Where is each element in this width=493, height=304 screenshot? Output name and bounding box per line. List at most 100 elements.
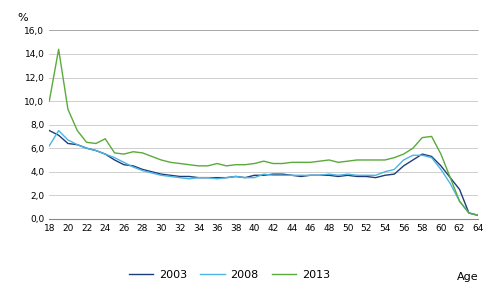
2003 — [345, 174, 351, 177]
2013 — [354, 158, 360, 162]
2003 — [401, 164, 407, 168]
2003 — [457, 188, 462, 191]
Line: 2003: 2003 — [49, 130, 478, 215]
2013 — [46, 99, 52, 103]
2013 — [177, 162, 183, 165]
2003 — [391, 172, 397, 176]
2003 — [317, 174, 322, 177]
2008 — [261, 172, 267, 176]
2008 — [65, 138, 71, 142]
2003 — [196, 176, 202, 179]
2008 — [84, 147, 90, 150]
2013 — [326, 158, 332, 162]
2003 — [233, 174, 239, 178]
2008 — [251, 176, 257, 179]
2003 — [466, 211, 472, 215]
2008 — [326, 172, 332, 176]
2013 — [158, 158, 164, 162]
2013 — [140, 151, 145, 155]
2008 — [130, 165, 136, 169]
2003 — [373, 176, 379, 179]
2013 — [308, 161, 314, 164]
2013 — [345, 159, 351, 163]
2003 — [326, 174, 332, 177]
2013 — [251, 162, 257, 165]
2003 — [149, 170, 155, 174]
2008 — [242, 176, 248, 179]
2003 — [102, 152, 108, 156]
2008 — [335, 174, 341, 177]
2008 — [410, 154, 416, 157]
2013 — [186, 163, 192, 167]
2008 — [74, 143, 80, 147]
2003 — [308, 174, 314, 177]
2003 — [251, 174, 257, 177]
2008 — [102, 152, 108, 156]
2013 — [261, 159, 267, 163]
2008 — [345, 172, 351, 176]
2003 — [438, 164, 444, 168]
2008 — [149, 171, 155, 175]
2013 — [317, 159, 322, 163]
2013 — [289, 161, 295, 164]
Legend: 2003, 2008, 2013: 2003, 2008, 2013 — [124, 266, 334, 285]
2013 — [93, 142, 99, 145]
2013 — [214, 162, 220, 165]
2003 — [382, 174, 388, 177]
2013 — [196, 164, 202, 168]
2013 — [233, 163, 239, 167]
2008 — [475, 213, 481, 217]
2008 — [223, 176, 229, 179]
2003 — [130, 164, 136, 168]
2008 — [270, 174, 276, 177]
2003 — [84, 147, 90, 150]
2003 — [410, 158, 416, 162]
2013 — [428, 135, 434, 138]
2013 — [363, 158, 369, 162]
2008 — [280, 174, 285, 177]
2008 — [363, 174, 369, 177]
2013 — [280, 162, 285, 165]
2003 — [168, 174, 174, 177]
2013 — [270, 162, 276, 165]
2003 — [428, 155, 434, 158]
2013 — [475, 213, 481, 217]
2008 — [93, 149, 99, 152]
2013 — [111, 151, 117, 155]
Text: %: % — [17, 13, 28, 23]
2003 — [140, 168, 145, 171]
2003 — [363, 174, 369, 178]
2013 — [401, 152, 407, 156]
2008 — [140, 169, 145, 172]
2003 — [56, 133, 62, 137]
2008 — [382, 170, 388, 174]
2008 — [298, 174, 304, 177]
2003 — [289, 174, 295, 177]
2003 — [65, 142, 71, 145]
2003 — [223, 176, 229, 179]
2008 — [289, 174, 295, 177]
2013 — [373, 158, 379, 162]
Text: Age: Age — [457, 272, 478, 282]
2013 — [438, 152, 444, 156]
2008 — [401, 158, 407, 162]
2013 — [84, 140, 90, 144]
2013 — [121, 152, 127, 156]
2003 — [74, 143, 80, 147]
2008 — [354, 174, 360, 177]
2008 — [111, 156, 117, 159]
2013 — [298, 161, 304, 164]
2008 — [177, 176, 183, 179]
2003 — [242, 176, 248, 179]
2003 — [46, 129, 52, 132]
2013 — [205, 164, 211, 168]
2013 — [74, 129, 80, 132]
2013 — [130, 150, 136, 154]
2013 — [168, 161, 174, 164]
2003 — [475, 213, 481, 217]
2013 — [242, 163, 248, 167]
2003 — [158, 172, 164, 176]
Line: 2013: 2013 — [49, 49, 478, 215]
2003 — [121, 163, 127, 167]
2013 — [410, 147, 416, 150]
